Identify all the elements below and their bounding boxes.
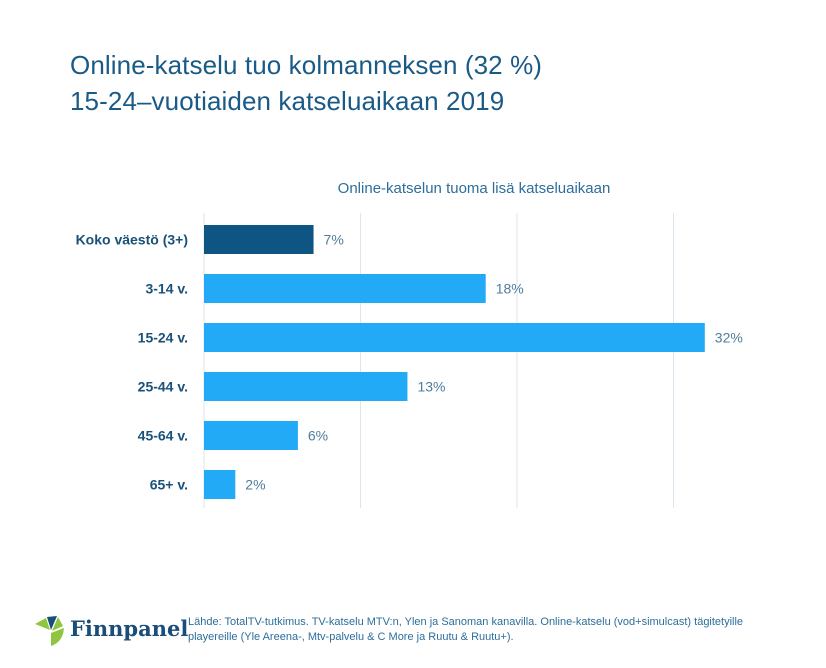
value-label: 32% [715,330,743,346]
category-label: 15-24 v. [138,330,188,346]
bar [204,421,298,450]
category-label: Koko väestö (3+) [76,232,188,248]
bar [204,323,705,352]
category-label: 25-44 v. [138,379,188,395]
bar [204,372,408,401]
source-line-2: playereille (Yle Areena-, Mtv-palvelu & … [188,631,514,643]
source-line-1: Lähde: TotalTV-tutkimus. TV-katselu MTV:… [188,616,744,628]
value-label: 2% [245,477,265,493]
bar [204,274,486,303]
category-label: 45-64 v. [138,428,188,444]
finnpanel-logo-text: Finnpanel [70,616,189,641]
bar [204,225,314,254]
slide-title: Online-katselu tuo kolmanneksen (32 %) 1… [70,47,542,119]
source-note: Lähde: TotalTV-tutkimus. TV-katselu MTV:… [188,615,818,645]
value-label: 7% [324,232,344,248]
bar [204,470,236,499]
category-label: 65+ v. [150,477,188,493]
value-labels: 7% 18% 32% 13% 6% 2% [245,232,743,493]
slide-title-line-2: 15-24–vuotiaiden katseluaikaan 2019 [70,86,505,116]
bar-chart: Online-katselun tuoma lisä katseluaikaan… [76,180,743,508]
value-label: 13% [417,379,445,395]
slide-title-line-1: Online-katselu tuo kolmanneksen (32 %) [70,50,543,80]
gridlines [203,213,674,508]
value-label: 18% [496,281,524,297]
bars [204,225,705,499]
finnpanel-logo-icon [35,616,64,646]
category-labels: Koko väestö (3+) 3-14 v. 15-24 v. 25-44 v. 4… [76,232,188,493]
chart-title: Online-katselun tuoma lisä katseluaikaan [338,180,611,197]
value-label: 6% [308,428,328,444]
category-label: 3-14 v. [145,281,188,297]
